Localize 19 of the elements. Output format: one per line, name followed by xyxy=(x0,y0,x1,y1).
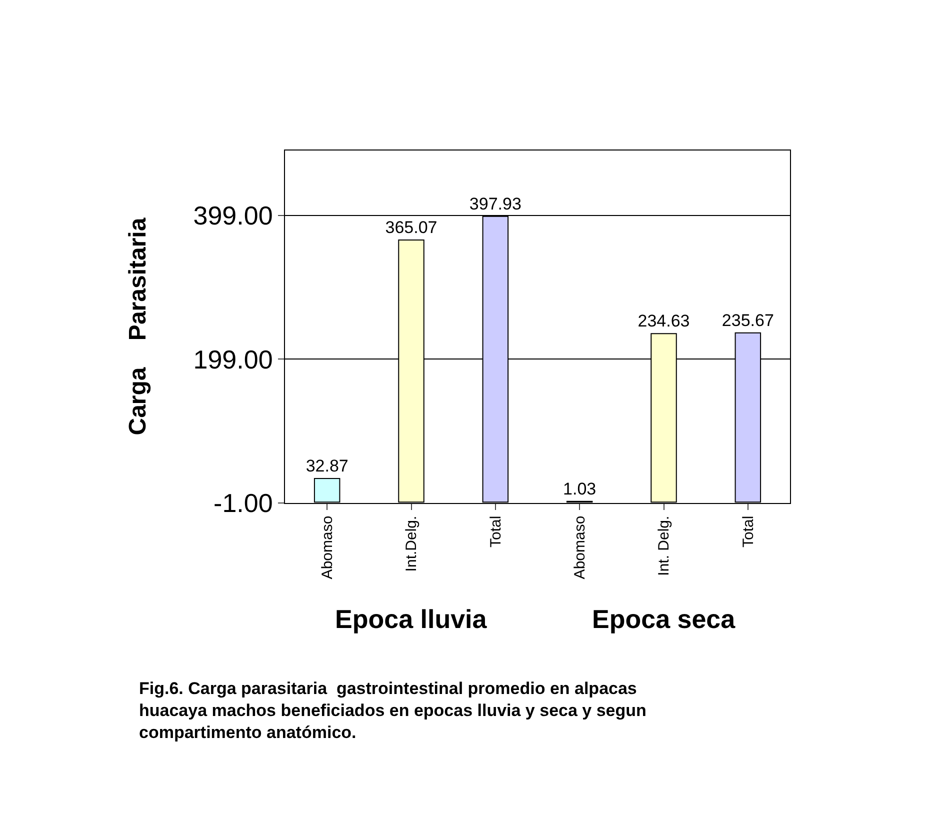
text: Epoca seca xyxy=(592,604,736,634)
x-tick-label: Total xyxy=(487,516,504,548)
data-label: 397.93 xyxy=(469,194,522,214)
data-label: 365.07 xyxy=(385,218,438,237)
text: Epoca lluvia xyxy=(335,604,488,634)
data-label: 32.87 xyxy=(306,456,348,476)
y-tick-label: 199.00 xyxy=(193,344,273,374)
y-axis-title: Carga Parasitaria xyxy=(124,217,152,436)
x-tick-label: Abomaso xyxy=(318,516,336,580)
x-tick-label: Abomaso xyxy=(571,516,588,580)
data-label: 235.67 xyxy=(722,310,774,330)
y-tick-label: 399.00 xyxy=(193,200,273,231)
data-label: 234.63 xyxy=(638,312,690,331)
x-tick-label: Int. Delg. xyxy=(656,516,673,576)
x-tick-label: Total xyxy=(740,516,757,548)
data-label: 1.03 xyxy=(563,479,596,498)
y-tick-label: -1.00 xyxy=(214,488,273,518)
x-tick-label: Int.Delg. xyxy=(403,516,420,572)
caption: Fig.6. Carga parasitaria gastrointestinal promedio en alpacas huacaya machos beneficiados en epocas lluvia y seca y segun compartimento anatómico. xyxy=(139,679,646,742)
